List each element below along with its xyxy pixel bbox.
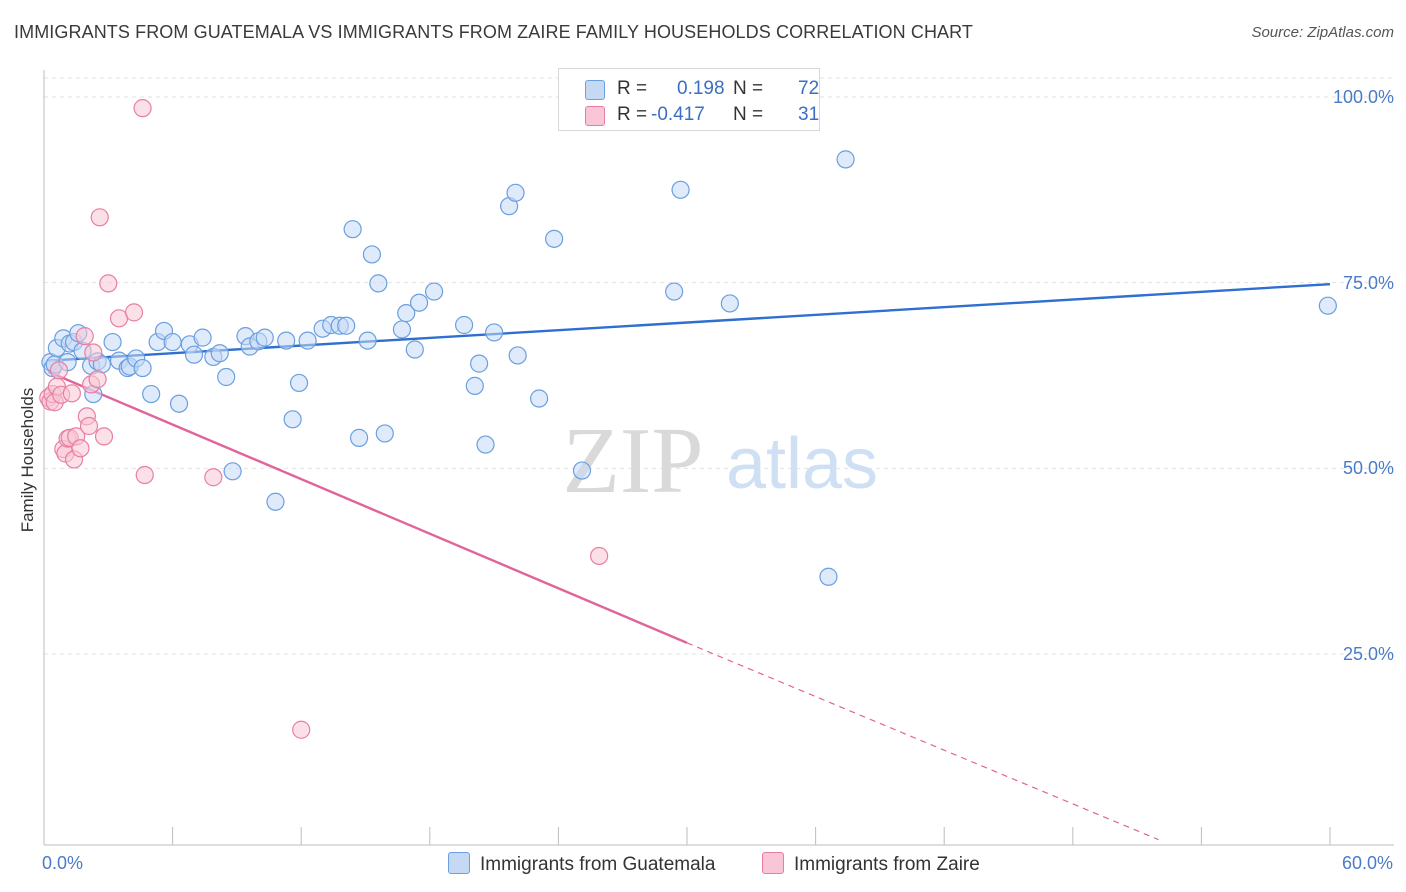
point-guatemala: [508, 346, 527, 365]
point-guatemala: [572, 461, 592, 480]
chart-title: IMMIGRANTS FROM GUATEMALA VS IMMIGRANTS …: [14, 22, 974, 42]
legend-swatch-guatemala: [585, 80, 605, 100]
point-guatemala: [424, 282, 444, 301]
point-guatemala: [298, 331, 317, 350]
legend-item-zaire: Immigrants from Zaire: [762, 852, 980, 876]
legend-label-zaire: Immigrants from Zaire: [794, 854, 980, 875]
point-guatemala: [277, 331, 296, 350]
point-zaire: [71, 439, 90, 458]
point-guatemala: [671, 180, 690, 199]
legend-n-value: 31: [798, 104, 820, 125]
watermark-zip: ZIP: [563, 409, 704, 513]
point-guatemala: [169, 394, 189, 413]
y-tick-label: 50.0%: [1342, 458, 1394, 479]
point-guatemala: [217, 367, 236, 387]
point-guatemala: [343, 220, 362, 239]
legend-r-value: -0.417: [651, 104, 705, 125]
legend-label-guatemala: Immigrants from Guatemala: [480, 854, 716, 875]
y-tick-label: 25.0%: [1342, 644, 1394, 664]
point-zaire: [590, 546, 609, 566]
point-guatemala: [210, 344, 229, 363]
legend-r-label: R =: [617, 78, 648, 99]
y-tick-label: 100.0%: [1332, 87, 1394, 107]
x-tick-min: 0.0%: [42, 853, 84, 873]
point-zaire: [88, 370, 107, 389]
point-guatemala: [103, 332, 122, 352]
point-zaire: [99, 274, 118, 293]
point-guatemala: [485, 323, 504, 342]
point-zaire: [49, 361, 69, 380]
point-guatemala: [369, 274, 388, 293]
legend-item-guatemala: Immigrants from Guatemala: [448, 852, 715, 876]
point-guatemala: [223, 462, 242, 481]
point-guatemala: [819, 567, 838, 586]
point-zaire: [204, 468, 223, 487]
watermark-atlas: atlas: [726, 424, 878, 504]
point-zaire: [94, 427, 114, 446]
point-guatemala: [476, 435, 495, 454]
point-guatemala: [349, 428, 369, 447]
point-zaire: [79, 416, 99, 436]
point-guatemala: [255, 328, 274, 347]
legend-r-label: R =: [617, 104, 648, 125]
point-zaire: [135, 465, 154, 485]
point-guatemala: [506, 183, 525, 202]
trend-line-zaire-extension: [686, 642, 1159, 841]
point-guatemala: [193, 328, 212, 347]
x-tick-max: 60.0%: [1341, 853, 1393, 873]
watermark: ZIP atlas: [563, 409, 879, 513]
point-guatemala: [133, 358, 152, 378]
point-guatemala: [530, 389, 549, 408]
trend-line-guatemala: [48, 282, 1331, 362]
stats-legend: R = 0.198 N = 72 R = -0.417 N = 31: [558, 68, 820, 131]
point-zaire: [62, 384, 81, 403]
point-guatemala: [836, 150, 855, 169]
point-guatemala: [720, 294, 739, 313]
point-zaire: [75, 327, 94, 346]
point-guatemala: [337, 316, 356, 335]
legend-swatch-zaire: [585, 106, 605, 126]
point-zaire: [292, 720, 311, 739]
point-guatemala: [397, 304, 416, 323]
trend-lines: [47, 282, 1331, 841]
legend-r-value: 0.198: [677, 78, 725, 99]
axes: [43, 70, 1394, 846]
point-guatemala: [266, 492, 285, 511]
point-guatemala: [1318, 296, 1337, 315]
point-guatemala: [362, 245, 382, 264]
data-points: [39, 99, 1337, 739]
point-guatemala: [545, 229, 564, 248]
point-guatemala: [465, 376, 484, 395]
point-guatemala: [409, 293, 429, 312]
gridlines: [44, 77, 1394, 655]
source-label: Source: ZipAtlas.com: [1251, 24, 1394, 41]
point-guatemala: [469, 354, 489, 373]
point-guatemala: [163, 332, 182, 352]
point-zaire: [124, 303, 144, 322]
legend-n-label: N =: [733, 78, 764, 99]
point-guatemala: [454, 315, 474, 335]
point-guatemala: [392, 320, 412, 339]
point-guatemala: [375, 424, 394, 443]
point-guatemala: [358, 331, 377, 350]
point-guatemala: [184, 345, 204, 364]
point-zaire: [133, 99, 152, 118]
legend-n-label: N =: [733, 104, 764, 125]
point-zaire: [90, 208, 109, 227]
legend-swatch-guatemala: [448, 852, 470, 874]
point-zaire: [84, 343, 103, 362]
point-guatemala: [405, 340, 424, 359]
legend-n-value: 72: [798, 78, 820, 99]
point-guatemala: [289, 373, 309, 393]
y-tick-label: 75.0%: [1342, 272, 1394, 293]
point-guatemala: [665, 282, 684, 301]
point-guatemala: [283, 410, 302, 429]
point-guatemala: [142, 384, 161, 404]
legend-swatch-zaire: [762, 852, 784, 874]
trend-line-zaire: [47, 370, 688, 644]
